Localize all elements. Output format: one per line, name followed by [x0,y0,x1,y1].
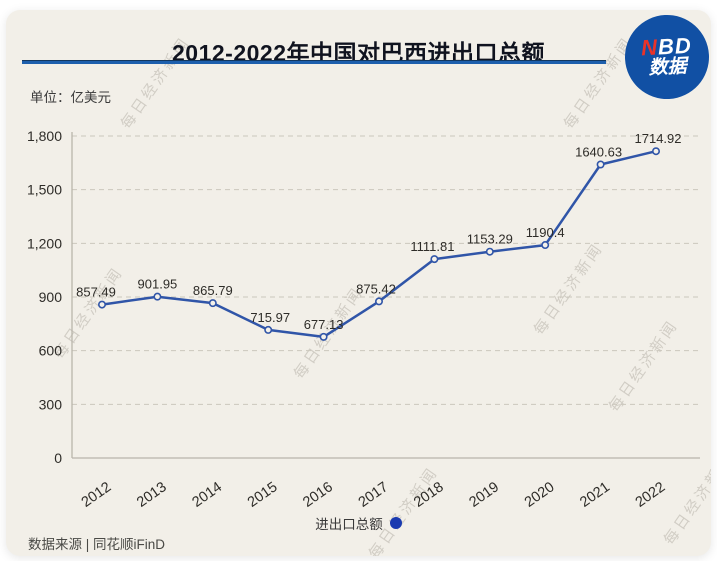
legend-label: 进出口总额 [315,517,383,532]
y-tick-label: 0 [54,450,62,466]
x-tick-label: 2015 [245,479,281,511]
data-point-label: 1714.92 [635,131,682,146]
x-tick-label: 2018 [411,479,447,511]
y-tick-label: 300 [39,396,63,412]
data-point-label: 857.49 [76,285,116,300]
data-point-label: 1640.63 [575,145,622,160]
legend-dot-icon [389,517,402,529]
data-point-marker [374,297,383,306]
data-point-marker [596,160,605,169]
nbd-logo-rest-letters: BD [657,32,693,60]
y-tick-label: 900 [39,289,63,305]
y-tick-label: 1,200 [27,235,62,251]
legend: 进出口总额 [6,513,711,533]
data-point-label: 1111.81 [410,239,454,254]
data-point-label: 901.95 [138,277,178,292]
data-point-marker [430,255,439,264]
x-tick-label: 2016 [300,479,336,511]
data-point-label: 1153.29 [467,232,513,247]
x-tick-label: 2014 [189,479,225,511]
line-chart: 0 300 600 900 1,200 1,500 1,800 2012 2013 2014 201… [27,128,700,511]
title-underline [22,60,606,64]
chart-card: 每日经济新闻 每日经济新闻 每日经济新闻 每日经济新闻 每日经济新闻 每日经济新闻 每日经济… [6,10,711,556]
data-point-label: 715.97 [250,310,290,325]
data-point-marker [319,332,328,341]
x-tick-label: 2020 [522,479,558,511]
y-tick-label: 1,500 [27,182,62,198]
unit-label: 单位：亿美元 [30,90,111,105]
data-point-label: 1190.4 [526,225,565,240]
y-tick-label: 1,800 [27,128,62,144]
data-point-label: 875.42 [356,281,396,296]
data-point-marker [208,299,217,308]
trend-line [100,149,658,339]
data-point-marker [98,300,107,309]
y-tick-label: 600 [39,343,63,359]
data-point-marker [651,147,660,156]
x-tick-label: 2019 [466,479,502,511]
data-point-marker [485,247,494,256]
data-point-label: 865.79 [193,283,233,298]
data-point-marker [153,292,162,301]
x-tick-label: 2021 [577,479,613,511]
x-tick-label: 2012 [79,479,115,511]
x-tick-label: 2017 [356,479,392,511]
data-point-marker [264,325,273,334]
data-source: 数据来源 | 同花顺iFinD [28,537,166,552]
x-tick-label: 2022 [633,479,669,511]
data-point-marker [541,241,550,250]
x-tick-label: 2013 [134,479,170,511]
nbd-logo-subtitle: 数据 [648,56,688,80]
data-point-label: 677.13 [304,317,344,332]
nbd-logo-accent-letter: N [640,34,659,61]
